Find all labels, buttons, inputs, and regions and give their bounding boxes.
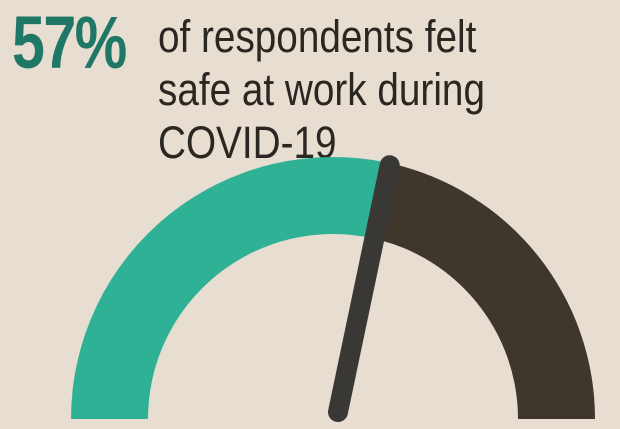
gauge-fill-arc [71, 157, 391, 419]
caption-text: of respondents felt safe at work during … [158, 11, 485, 168]
gauge-remainder-arc [373, 163, 595, 419]
percentage-stat: 57% [12, 1, 127, 84]
gauge-needle [328, 155, 400, 422]
